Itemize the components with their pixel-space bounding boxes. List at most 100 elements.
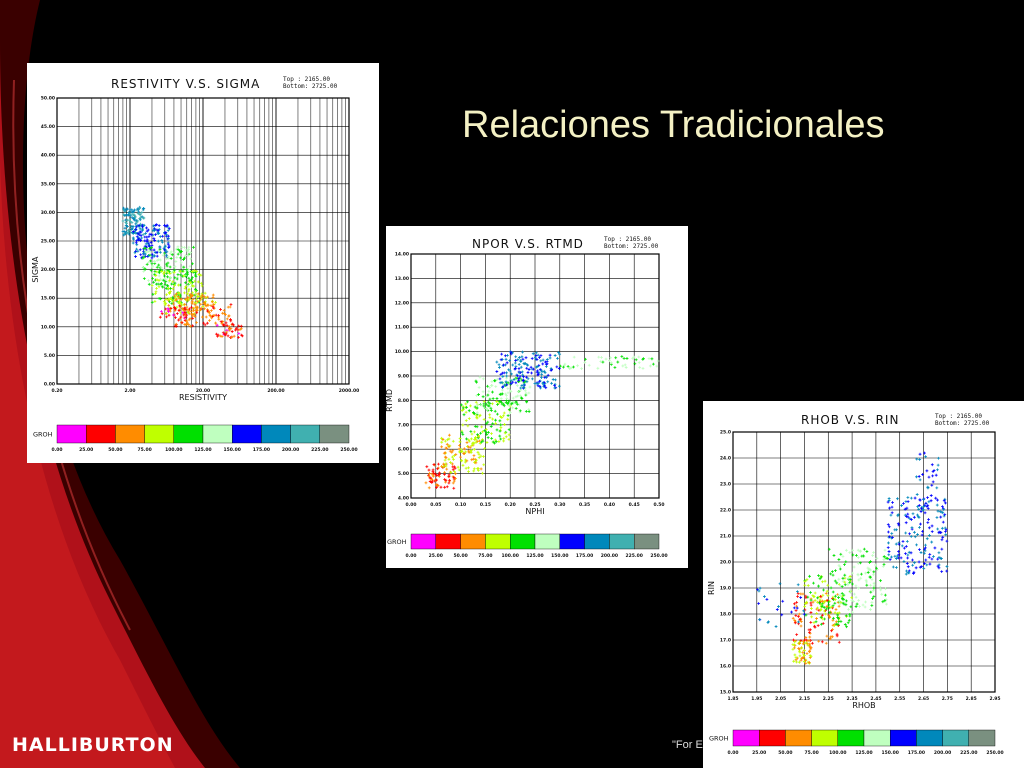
- data-point: [143, 249, 147, 253]
- data-point: [194, 301, 198, 305]
- data-point: [487, 389, 491, 393]
- data-point: [518, 374, 522, 378]
- colorbar-tick-label: 250.00: [986, 750, 1003, 756]
- data-point: [909, 496, 913, 500]
- data-point: [797, 660, 801, 664]
- data-point: [633, 362, 637, 366]
- data-point: [186, 254, 190, 257]
- data-point: [481, 390, 485, 394]
- data-point: [816, 596, 819, 600]
- data-point: [182, 313, 186, 317]
- data-point: [804, 661, 808, 665]
- data-point: [943, 526, 947, 530]
- data-point: [489, 406, 493, 410]
- data-point: [224, 321, 228, 325]
- data-point: [508, 411, 512, 414]
- data-point: [461, 432, 465, 436]
- data-point: [530, 371, 533, 375]
- colorbar-swatch: [485, 533, 511, 550]
- data-point: [833, 579, 837, 583]
- data-point: [143, 235, 147, 239]
- data-point: [476, 468, 480, 472]
- data-point: [808, 635, 812, 639]
- data-point: [521, 357, 525, 361]
- data-point: [158, 235, 162, 239]
- data-point: [511, 396, 515, 400]
- data-point: [929, 499, 933, 503]
- data-point: [499, 415, 502, 419]
- data-point: [908, 517, 912, 521]
- data-point: [481, 439, 485, 443]
- data-point: [905, 506, 909, 510]
- data-point: [483, 429, 487, 432]
- data-point: [650, 357, 654, 361]
- data-point: [609, 361, 613, 365]
- data-point: [156, 282, 160, 286]
- data-point: [185, 271, 189, 275]
- data-point: [186, 249, 190, 253]
- data-point: [162, 246, 166, 250]
- data-point: [200, 292, 204, 296]
- data-point: [813, 598, 817, 602]
- data-point: [810, 615, 814, 619]
- data-point: [183, 291, 186, 295]
- colorbar-swatch: [584, 533, 610, 550]
- data-point: [444, 478, 448, 482]
- data-point: [469, 404, 472, 408]
- data-point: [536, 365, 540, 368]
- data-point: [161, 284, 165, 288]
- data-point: [481, 438, 484, 442]
- data-point: [150, 256, 154, 260]
- data-point: [153, 254, 156, 258]
- data-point: [179, 256, 183, 260]
- data-point: [189, 281, 193, 285]
- colorbar-swatch: [609, 533, 635, 550]
- data-point: [501, 402, 505, 406]
- data-point: [232, 334, 236, 338]
- data-point: [852, 592, 856, 596]
- data-point: [163, 282, 167, 286]
- y-tick-label: 25.0: [720, 430, 731, 436]
- data-point: [827, 603, 831, 607]
- data-point: [540, 376, 543, 380]
- data-point: [175, 256, 179, 259]
- data-point: [147, 260, 150, 264]
- data-point: [484, 422, 488, 426]
- data-point: [839, 552, 843, 556]
- data-point: [495, 428, 499, 432]
- data-point: [147, 235, 151, 239]
- data-point: [218, 334, 222, 338]
- data-point: [868, 575, 872, 579]
- data-point: [864, 578, 868, 582]
- data-point: [825, 589, 829, 593]
- data-point: [805, 578, 809, 582]
- data-point: [506, 353, 509, 357]
- data-point: [516, 358, 520, 362]
- data-point: [160, 282, 163, 285]
- data-point: [580, 367, 583, 371]
- data-point: [520, 370, 524, 374]
- data-point: [522, 385, 526, 389]
- data-point: [808, 642, 812, 646]
- data-point: [545, 358, 549, 361]
- data-point: [842, 597, 846, 601]
- data-point: [462, 452, 465, 455]
- data-point: [922, 498, 925, 501]
- data-point: [792, 606, 796, 610]
- data-point: [142, 247, 146, 250]
- data-point: [479, 403, 483, 407]
- data-point: [506, 402, 510, 406]
- data-point: [486, 436, 490, 440]
- data-point: [169, 250, 173, 254]
- data-point: [192, 245, 195, 249]
- data-point: [872, 595, 876, 598]
- data-point: [157, 274, 161, 278]
- data-point: [153, 223, 157, 227]
- data-point: [839, 620, 843, 623]
- chart-title: RHOB V.S. RIN: [801, 413, 899, 427]
- colorbar-tick-label: 50.00: [778, 750, 792, 756]
- data-point: [171, 313, 175, 317]
- data-point: [848, 614, 852, 618]
- data-point: [467, 409, 471, 413]
- data-point: [484, 395, 488, 399]
